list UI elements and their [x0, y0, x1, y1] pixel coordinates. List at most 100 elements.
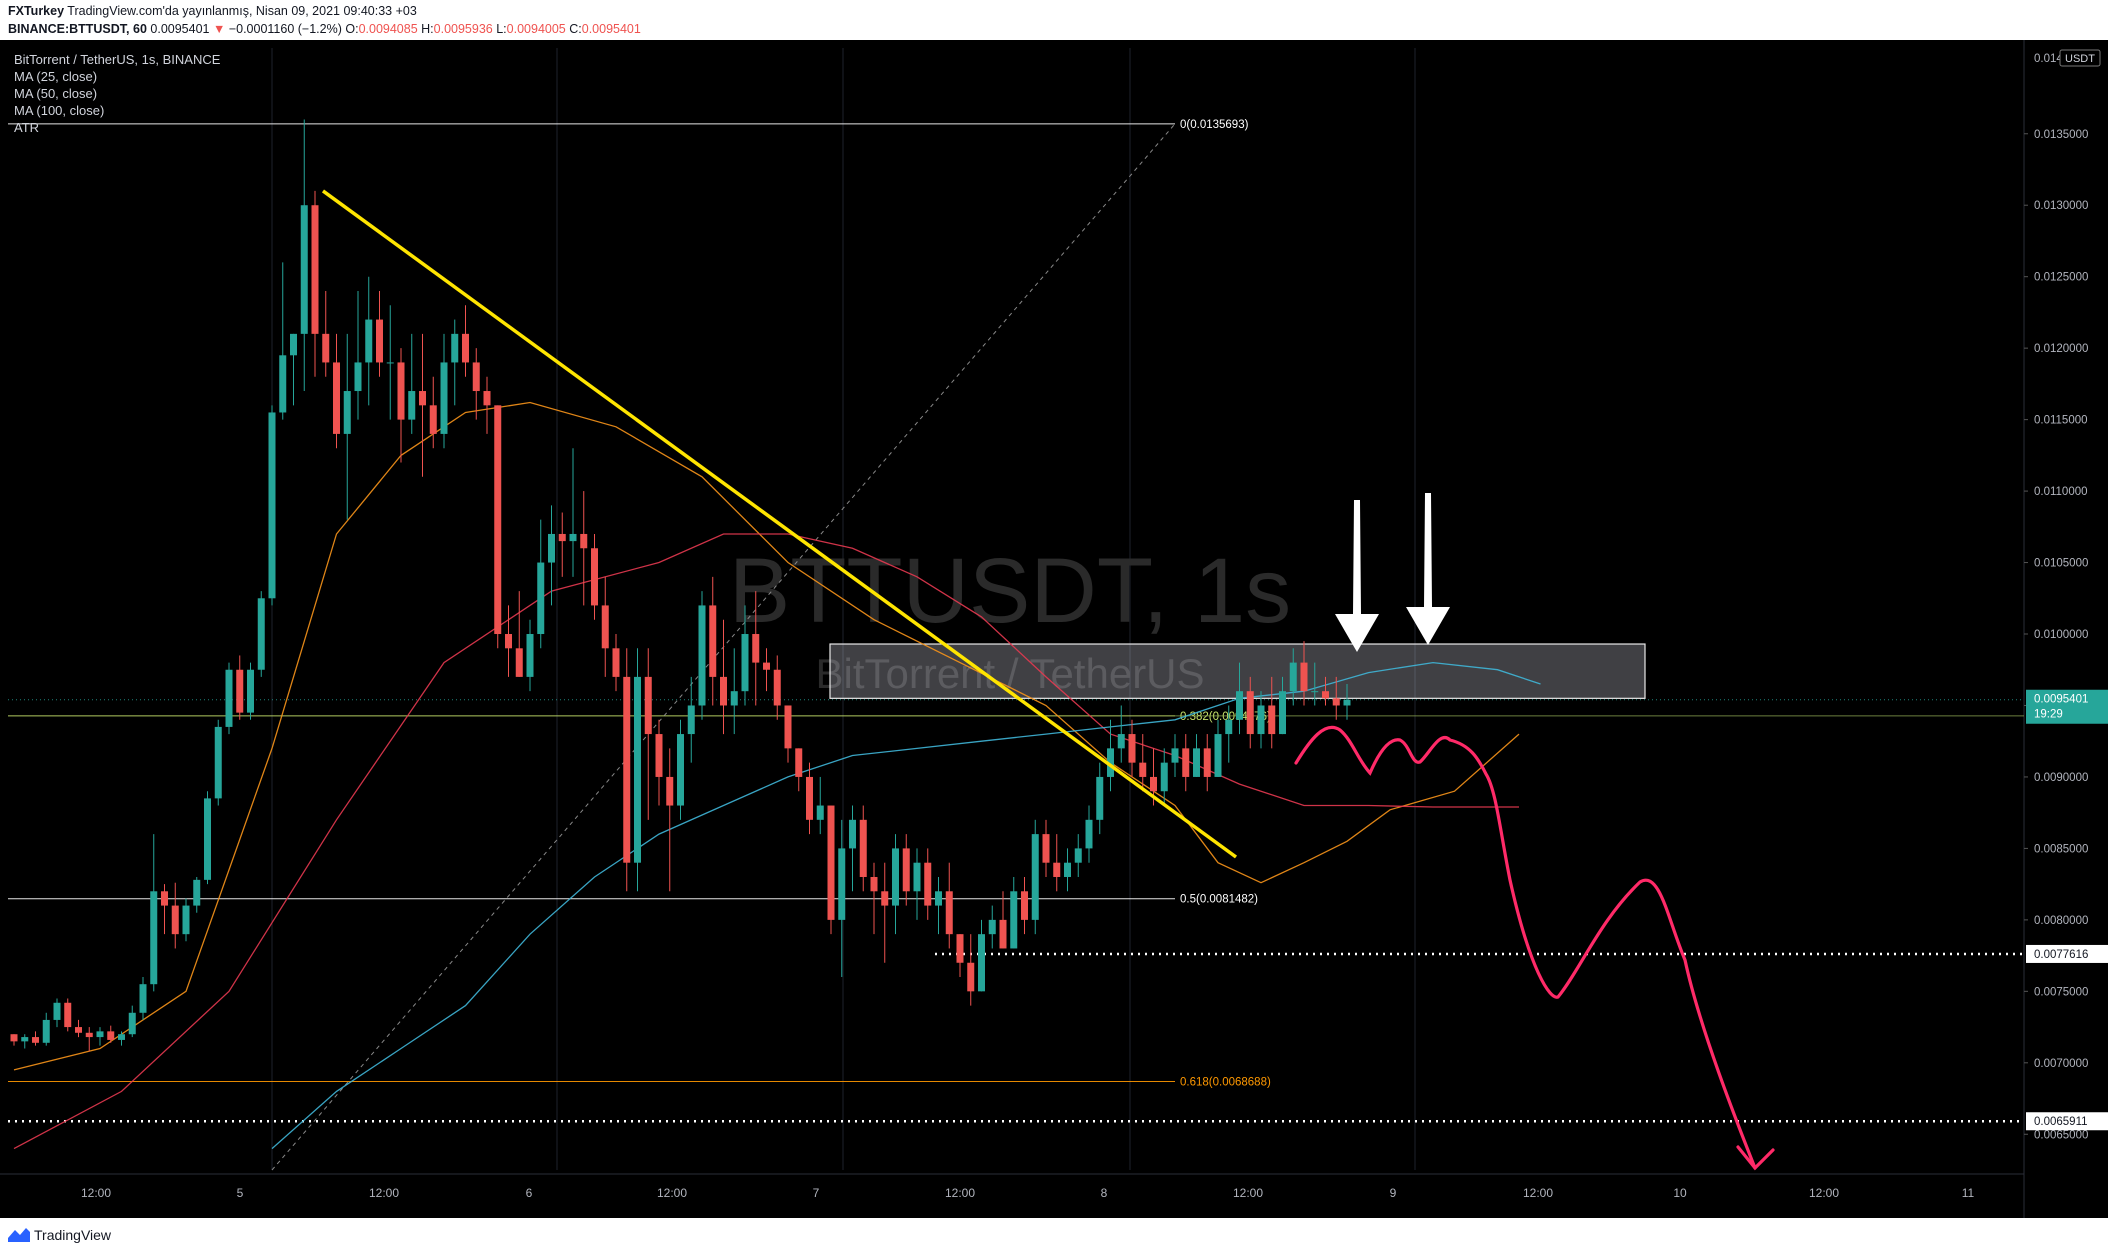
candle[interactable] — [440, 362, 448, 434]
candle[interactable] — [601, 605, 609, 649]
author-name[interactable]: FXTurkey — [8, 4, 65, 18]
candle[interactable] — [386, 362, 394, 364]
candle[interactable] — [1160, 762, 1168, 792]
price-axis[interactable] — [2024, 40, 2108, 1218]
candle[interactable] — [290, 333, 297, 356]
candle[interactable] — [1182, 748, 1190, 777]
candle[interactable] — [419, 391, 426, 406]
candle[interactable] — [204, 798, 211, 880]
candle[interactable] — [182, 905, 190, 935]
candle[interactable] — [827, 805, 835, 920]
candle[interactable] — [881, 891, 889, 906]
candle[interactable] — [849, 819, 856, 849]
candle[interactable] — [397, 362, 405, 420]
resistance-zone[interactable] — [829, 643, 1646, 699]
candle[interactable] — [171, 905, 179, 935]
candle[interactable] — [687, 705, 695, 735]
candle[interactable] — [333, 362, 340, 434]
candle[interactable] — [365, 319, 373, 363]
candle[interactable] — [1171, 748, 1179, 763]
candle[interactable] — [1150, 776, 1157, 792]
candle[interactable] — [935, 891, 942, 906]
candle[interactable] — [451, 333, 459, 363]
candle[interactable] — [612, 648, 620, 677]
candle[interactable] — [1343, 699, 1351, 706]
candle[interactable] — [139, 984, 147, 1013]
candle[interactable] — [1139, 762, 1147, 777]
legend-ma25[interactable]: MA (25, close) — [14, 69, 98, 84]
candle[interactable] — [945, 891, 953, 935]
candle[interactable] — [569, 533, 577, 542]
candle[interactable] — [1031, 834, 1039, 920]
candle[interactable] — [988, 919, 996, 935]
candle[interactable] — [10, 1034, 18, 1042]
candle[interactable] — [1085, 819, 1093, 849]
candle[interactable] — [32, 1037, 39, 1043]
candle[interactable] — [107, 1031, 115, 1040]
candle[interactable] — [644, 676, 652, 735]
footer-brand[interactable]: TradingView — [34, 1227, 112, 1243]
candle[interactable] — [752, 634, 760, 663]
candle[interactable] — [462, 333, 469, 363]
candle[interactable] — [322, 333, 330, 363]
candle[interactable] — [591, 548, 598, 606]
candle[interactable] — [709, 605, 717, 677]
legend-ma50[interactable]: MA (50, close) — [14, 86, 98, 101]
candle[interactable] — [225, 669, 233, 727]
legend-atr[interactable]: ATR — [14, 120, 40, 135]
candle[interactable] — [558, 533, 566, 542]
candle[interactable] — [300, 205, 308, 334]
price-chart[interactable]: BTTUSDT, 1s BitTorrent / TetherUS 0(0.0135… — [0, 40, 2108, 1218]
candle[interactable] — [268, 412, 276, 599]
down-arrow-left-icon[interactable] — [1335, 500, 1379, 652]
candle[interactable] — [698, 605, 706, 706]
candle[interactable] — [816, 805, 824, 820]
candle[interactable] — [494, 405, 502, 635]
candle[interactable] — [1289, 662, 1297, 692]
candle[interactable] — [1236, 691, 1243, 720]
candle[interactable] — [343, 391, 351, 434]
level-price-tag[interactable] — [2026, 1112, 2108, 1131]
candle[interactable] — [999, 919, 1007, 949]
candle[interactable] — [1042, 834, 1050, 863]
candle[interactable] — [806, 776, 813, 820]
candle[interactable] — [795, 748, 803, 777]
candle[interactable] — [1074, 848, 1082, 863]
candle[interactable] — [784, 705, 792, 749]
candle[interactable] — [677, 734, 684, 806]
candle[interactable] — [913, 862, 921, 892]
candle[interactable] — [773, 669, 781, 706]
candle[interactable] — [623, 676, 631, 863]
candle[interactable] — [902, 848, 910, 892]
ma-line-25[interactable] — [13, 401, 1520, 1071]
candle[interactable] — [257, 598, 265, 670]
candle[interactable] — [1225, 719, 1233, 735]
candle[interactable] — [634, 676, 641, 863]
candle[interactable] — [548, 533, 555, 563]
candle[interactable] — [924, 862, 932, 906]
candle[interactable] — [1053, 862, 1061, 877]
currency-button[interactable] — [2059, 49, 2101, 67]
candle[interactable] — [1021, 891, 1028, 920]
candle[interactable] — [429, 405, 437, 434]
candle[interactable] — [75, 1027, 82, 1033]
candle[interactable] — [537, 562, 545, 635]
candle[interactable] — [1010, 891, 1018, 949]
candle[interactable] — [1322, 691, 1329, 699]
candle[interactable] — [720, 676, 727, 706]
candle[interactable] — [1332, 698, 1340, 706]
candle[interactable] — [870, 876, 878, 892]
candle[interactable] — [1203, 748, 1211, 777]
last-price-tag[interactable] — [2026, 689, 2108, 724]
candle[interactable] — [150, 891, 158, 985]
candle[interactable] — [42, 1019, 50, 1043]
candle[interactable] — [354, 362, 362, 392]
candle[interactable] — [161, 891, 168, 906]
candle[interactable] — [526, 634, 534, 677]
candle[interactable] — [118, 1034, 125, 1040]
candle[interactable] — [1300, 662, 1308, 692]
candle[interactable] — [967, 962, 975, 992]
candle[interactable] — [408, 391, 416, 420]
candle[interactable] — [236, 669, 244, 713]
ma-line-50[interactable] — [13, 533, 1519, 1150]
